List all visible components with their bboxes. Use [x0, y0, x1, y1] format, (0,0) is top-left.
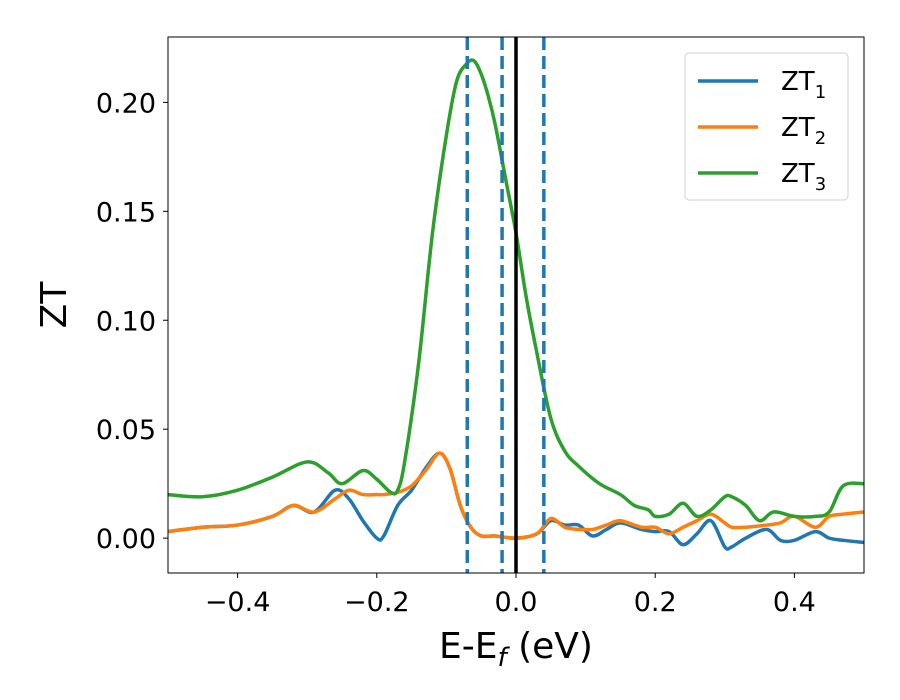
- y-tick-label: 0.20: [96, 88, 156, 119]
- legend-box: [684, 52, 849, 201]
- y-tick-label: 0.05: [96, 415, 156, 446]
- legend-label-zt2: ZT2: [781, 113, 826, 149]
- legend-label-zt1: ZT1: [781, 67, 826, 103]
- x-tick-label: −0.4: [205, 587, 271, 618]
- x-tick-label: 0.4: [773, 587, 816, 618]
- vertical-reference-lines: [465, 37, 546, 573]
- x-tick-label: −0.2: [344, 587, 410, 618]
- legend-label-zt3: ZT3: [781, 159, 826, 195]
- x-axis-ticks: −0.4 −0.2 0.0 0.2 0.4: [205, 573, 816, 618]
- series-lines: [168, 58, 864, 551]
- y-tick-label: 0.10: [96, 306, 156, 337]
- series-line-zt3: [168, 58, 864, 523]
- x-tick-label: 0.0: [495, 587, 538, 618]
- y-axis-label: ZT: [34, 281, 75, 329]
- y-tick-label: 0.15: [96, 197, 156, 228]
- y-tick-label: 0.00: [96, 524, 156, 555]
- x-tick-label: 0.2: [634, 587, 677, 618]
- series-line-zt2: [168, 451, 864, 540]
- x-axis-label: E-Ef (eV): [439, 626, 593, 673]
- y-axis-ticks: 0.00 0.05 0.10 0.15 0.20: [96, 88, 168, 555]
- legend: ZT1 ZT2 ZT3: [684, 52, 849, 201]
